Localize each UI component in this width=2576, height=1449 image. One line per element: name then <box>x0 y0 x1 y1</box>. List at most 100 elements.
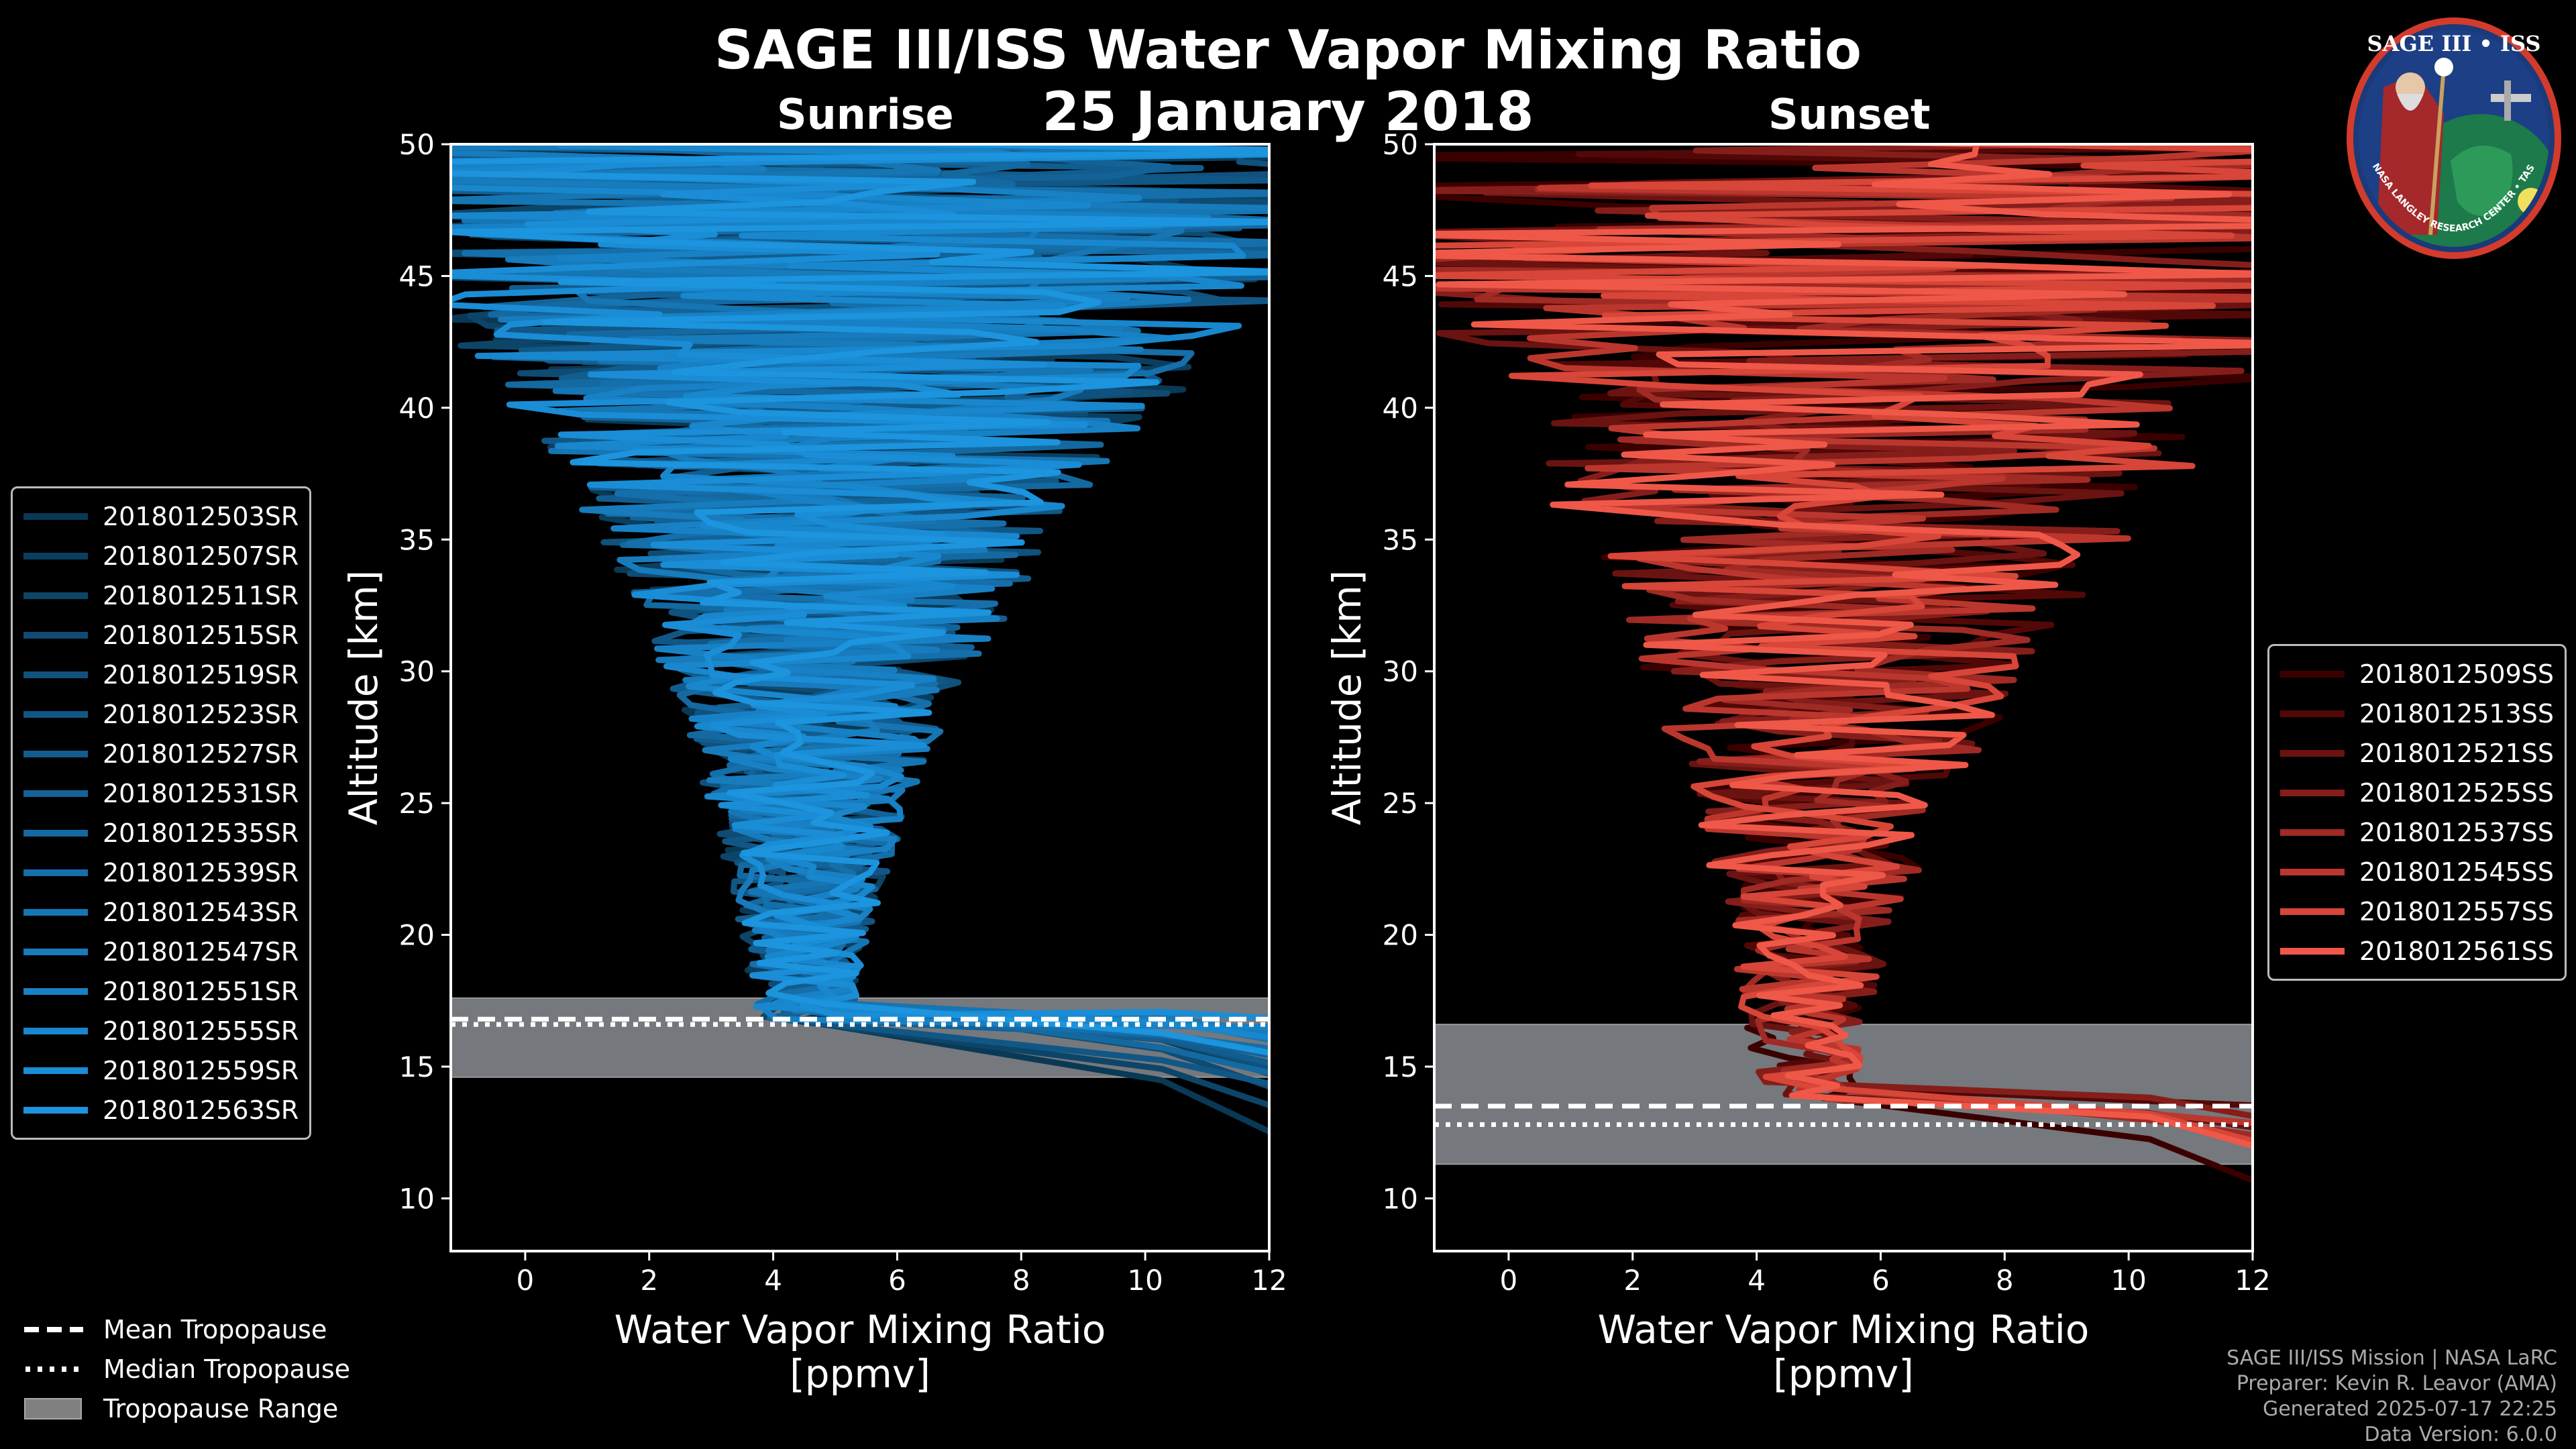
sage-iii-iss-mission-logo: SAGE III • ISS BALL • NASA LANGLEY RESEA… <box>2343 13 2561 259</box>
legend-swatch <box>23 987 88 995</box>
legend-swatch <box>2280 670 2345 678</box>
chart-date: 25 January 2018 <box>1042 80 1534 143</box>
sunset-panel: 0 2 4 6 8 10 12 10 15 20 25 30 35 40 45 50 Water Vapor M… <box>1324 128 2271 1397</box>
legend-entry-2018012515SR: 2018012515SR <box>23 615 299 655</box>
sunrise-legend: 2018012503SR 2018012507SR 2018012511SR 2018… <box>11 486 312 1140</box>
dotted-line-swatch <box>25 1366 83 1372</box>
median-tropopause-entry: Median Tropopause <box>24 1349 350 1389</box>
legend-label: 2018012509SS <box>2359 659 2555 689</box>
legend-entry-2018012525SS: 2018012525SS <box>2280 773 2554 812</box>
legend-label: 2018012531SR <box>103 778 299 808</box>
legend-swatch <box>23 710 88 718</box>
legend-entry-2018012543SR: 2018012543SR <box>23 892 299 932</box>
legend-entry-2018012545SS: 2018012545SS <box>2280 852 2554 892</box>
legend-label: 2018012561SS <box>2359 936 2555 966</box>
sunset-y-tick-label: 45 <box>1383 260 1418 292</box>
legend-swatch <box>23 750 88 757</box>
sunrise-y-tick-label: 35 <box>399 523 435 556</box>
sunrise-y-tick-label: 45 <box>399 260 435 292</box>
sunset-x-tick-label: 6 <box>1872 1264 1890 1297</box>
legend-swatch <box>23 552 88 559</box>
legend-entry-2018012535SR: 2018012535SR <box>23 813 299 853</box>
legend-entry-2018012547SR: 2018012547SR <box>23 932 299 971</box>
legend-label: 2018012519SR <box>103 659 299 690</box>
sunset-y-tick-label: 30 <box>1383 655 1418 688</box>
sunrise-y-tick-label: 15 <box>399 1051 435 1083</box>
legend-label: 2018012537SS <box>2359 817 2555 847</box>
legend-entry-2018012503SR: 2018012503SR <box>23 496 299 536</box>
dashed-line-swatch <box>24 1326 83 1332</box>
legend-entry-2018012563SR: 2018012563SR <box>23 1090 299 1130</box>
legend-label: 2018012557SS <box>2359 896 2555 926</box>
sunset-x-tick-label: 2 <box>1623 1264 1642 1297</box>
legend-swatch <box>23 1067 88 1074</box>
legend-entry-2018012527SR: 2018012527SR <box>23 734 299 773</box>
sunset-x-tick-label: 8 <box>1996 1264 2014 1297</box>
legend-entry-2018012539SR: 2018012539SR <box>23 853 299 892</box>
sunset-y-tick-label: 15 <box>1383 1051 1418 1083</box>
legend-entry-2018012519SR: 2018012519SR <box>23 655 299 694</box>
median-tropopause-label: Median Tropopause <box>103 1354 350 1384</box>
sunset-x-axis-label: [ppmv] <box>1773 1351 1914 1397</box>
chart-title: SAGE III/ISS Water Vapor Mixing Ratio <box>714 19 1862 81</box>
legend-label: 2018012539SR <box>103 857 299 888</box>
sunset-x-axis-label: Water Vapor Mixing Ratio <box>1598 1307 2090 1352</box>
sunset-y-tick-label: 10 <box>1383 1182 1418 1215</box>
legend-swatch <box>23 790 88 797</box>
sunrise-x-tick-label: 2 <box>640 1264 658 1297</box>
legend-label: 2018012515SR <box>103 620 299 650</box>
sunrise-x-tick-label: 4 <box>764 1264 782 1297</box>
legend-label: 2018012547SR <box>103 936 299 967</box>
credits: SAGE III/ISS Mission | NASA LaRC Prepare… <box>2226 1346 2557 1448</box>
sunrise-y-tick-label: 50 <box>399 128 435 161</box>
legend-entry-2018012511SR: 2018012511SR <box>23 576 299 615</box>
sunset-x-tick-label: 4 <box>1748 1264 1766 1297</box>
sunrise-y-tick-label: 30 <box>399 655 435 688</box>
sunset-y-tick-label: 50 <box>1383 128 1418 161</box>
sunset-y-axis-label: Altitude [km] <box>1324 570 1370 825</box>
legend-entry-2018012555SR: 2018012555SR <box>23 1011 299 1051</box>
legend-entry-2018012557SS: 2018012557SS <box>2280 892 2554 931</box>
legend-label: 2018012507SR <box>103 541 299 571</box>
tropopause-legend: Mean Tropopause Median Tropopause Tropop… <box>24 1309 350 1428</box>
legend-label: 2018012551SR <box>103 976 299 1006</box>
legend-label: 2018012535SR <box>103 818 299 848</box>
legend-label: 2018012543SR <box>103 897 299 927</box>
sunrise-subtitle: Sunrise <box>777 90 954 139</box>
sunrise-y-tick-label: 40 <box>399 392 435 425</box>
credit-generated: Generated 2025-07-17 22:25 <box>2262 1397 2557 1421</box>
legend-swatch <box>23 513 88 520</box>
range-patch-swatch <box>24 1397 82 1419</box>
legend-label: 2018012563SR <box>103 1095 299 1125</box>
legend-label: 2018012521SS <box>2359 738 2555 768</box>
legend-label: 2018012555SR <box>103 1016 299 1046</box>
legend-label: 2018012503SR <box>103 501 299 531</box>
credit-version: Data Version: 6.0.0 <box>2364 1423 2557 1446</box>
sunset-legend: 2018012509SS 2018012513SS 2018012521SS 2018… <box>2267 644 2567 981</box>
legend-entry-2018012537SS: 2018012537SS <box>2280 812 2554 852</box>
legend-entry-2018012551SR: 2018012551SR <box>23 971 299 1011</box>
sunset-x-tick-label: 0 <box>1500 1264 1518 1297</box>
sunrise-x-axis-label: [ppmv] <box>790 1351 930 1397</box>
credit-preparer: Preparer: Kevin R. Leavor (AMA) <box>2236 1372 2557 1395</box>
legend-label: 2018012525SS <box>2359 777 2555 808</box>
sunset-x-tick-label: 10 <box>2110 1264 2146 1297</box>
legend-label: 2018012545SS <box>2359 857 2555 887</box>
legend-entry-2018012513SS: 2018012513SS <box>2280 694 2554 733</box>
legend-swatch <box>23 1106 88 1114</box>
sunrise-y-axis-label: Altitude [km] <box>341 570 386 825</box>
legend-swatch <box>2280 947 2345 955</box>
legend-label: 2018012527SR <box>103 739 299 769</box>
legend-swatch <box>2280 710 2345 717</box>
logo-text: SAGE III • ISS <box>2367 31 2541 56</box>
legend-label: 2018012523SR <box>103 699 299 729</box>
legend-swatch <box>2280 789 2345 796</box>
sunrise-x-tick-label: 6 <box>888 1264 906 1297</box>
sunset-y-tick-label: 35 <box>1383 523 1418 556</box>
sunrise-x-tick-label: 10 <box>1127 1264 1163 1297</box>
mean-tropopause-label: Mean Tropopause <box>103 1314 327 1344</box>
legend-swatch <box>2280 908 2345 915</box>
legend-label: 2018012513SS <box>2359 698 2555 729</box>
legend-entry-2018012521SS: 2018012521SS <box>2280 733 2554 773</box>
